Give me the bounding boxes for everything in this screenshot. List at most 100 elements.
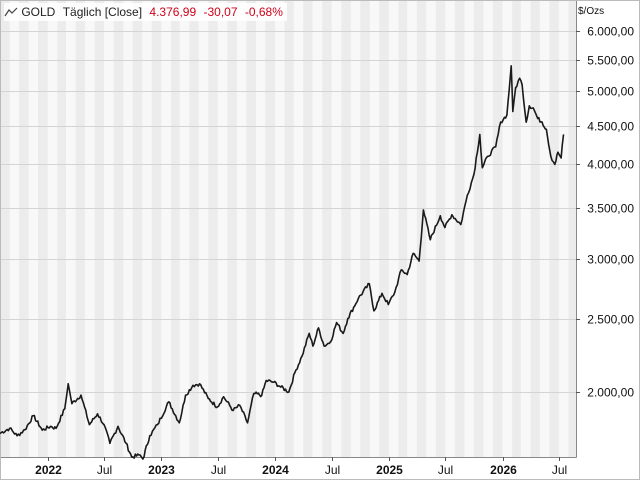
month-band — [360, 0, 370, 457]
data-point — [8, 427, 11, 430]
data-point — [545, 128, 548, 131]
y-tick-label: 3.000,00 — [587, 253, 634, 267]
data-point — [142, 458, 144, 460]
data-point — [238, 404, 241, 407]
data-point — [24, 428, 26, 431]
x-tick-label: Jul — [211, 463, 226, 477]
data-point — [265, 379, 268, 382]
month-band — [208, 0, 218, 457]
month-band — [322, 0, 332, 457]
data-point — [439, 215, 442, 217]
data-point — [562, 134, 565, 136]
y-axis-unit-label: $/Ozs — [578, 6, 604, 17]
month-band — [568, 0, 576, 457]
month-band — [454, 0, 465, 457]
x-tick-label: 2024 — [262, 463, 289, 477]
month-band — [151, 0, 162, 457]
data-point — [261, 394, 263, 397]
data-point — [308, 332, 311, 335]
data-point — [253, 392, 255, 395]
data-point — [246, 422, 249, 424]
data-point — [412, 252, 415, 255]
data-point — [55, 427, 57, 430]
data-point — [418, 260, 420, 262]
data-point — [494, 146, 497, 148]
data-point — [317, 327, 320, 329]
data-point — [541, 121, 543, 123]
chart-header: GOLD Täglich [Close] 4.376,99 -30,07 -0,… — [4, 3, 287, 21]
data-point — [335, 321, 338, 324]
data-point — [521, 83, 523, 86]
y-tick-label: 6.000,00 — [587, 25, 634, 39]
month-band — [227, 0, 237, 457]
x-axis-ticks: 2022 Jul 2023 Jul 2024 Jul 2025 Jul 2026 Jul — [35, 457, 567, 477]
data-point — [125, 442, 127, 445]
data-point — [479, 133, 481, 136]
month-band — [132, 0, 143, 457]
data-point — [294, 371, 296, 374]
y-tick-label: 5.500,00 — [587, 54, 634, 68]
x-tick-label: Jul — [552, 463, 567, 477]
data-point — [312, 345, 314, 347]
data-point — [222, 396, 225, 398]
last-price: 4.376,99 — [149, 5, 197, 19]
line-chart-icon — [4, 7, 18, 17]
data-point — [400, 269, 403, 271]
data-point — [272, 381, 275, 384]
data-point — [168, 401, 170, 403]
y-axis-ticks: 2.000,00 2.500,00 3.000,00 3.500,00 4.000,00… — [576, 25, 634, 400]
x-tick-label: 2026 — [490, 463, 517, 477]
data-point — [387, 303, 390, 306]
data-point — [451, 214, 453, 216]
data-point — [518, 77, 521, 80]
price-change-percent: -0,68% — [244, 5, 283, 19]
data-point — [109, 442, 111, 445]
data-point — [506, 114, 508, 116]
data-point — [557, 151, 559, 154]
y-tick-label: 2.000,00 — [587, 386, 634, 400]
month-band — [341, 0, 351, 457]
y-tick-label: 5.000,00 — [587, 85, 634, 99]
x-tick-label: Jul — [97, 463, 112, 477]
data-point — [406, 273, 409, 276]
month-band — [170, 0, 180, 457]
data-point — [381, 292, 383, 295]
month-band — [473, 0, 484, 457]
month-band — [492, 0, 503, 457]
month-band — [189, 0, 199, 457]
y-tick-label: 4.500,00 — [587, 120, 634, 134]
x-tick-label: Jul — [438, 463, 453, 477]
data-point — [139, 454, 141, 456]
month-band — [57, 0, 67, 457]
data-point — [357, 297, 360, 300]
month-band — [246, 0, 256, 457]
data-point — [528, 105, 531, 107]
month-band — [398, 0, 408, 457]
month-band — [284, 0, 294, 457]
interval-label[interactable]: Täglich [Close] — [62, 5, 143, 19]
x-tick-label: Jul — [325, 463, 340, 477]
data-point — [117, 425, 119, 428]
data-point — [510, 65, 512, 67]
month-band — [113, 0, 124, 457]
data-point — [16, 434, 18, 437]
data-point — [481, 166, 484, 169]
data-point — [0, 432, 1, 435]
data-point — [499, 121, 502, 123]
data-point — [460, 223, 462, 226]
symbol-label[interactable]: GOLD — [21, 5, 56, 19]
data-point — [198, 383, 201, 385]
x-tick-label: 2025 — [376, 463, 403, 477]
data-point — [288, 391, 290, 393]
month-band — [75, 0, 85, 457]
data-point — [232, 409, 234, 412]
data-point — [560, 157, 562, 159]
data-point — [554, 163, 556, 166]
month-band — [530, 0, 540, 457]
data-point — [422, 209, 425, 211]
data-point — [149, 434, 151, 437]
data-point — [368, 283, 371, 285]
data-point — [80, 394, 82, 397]
